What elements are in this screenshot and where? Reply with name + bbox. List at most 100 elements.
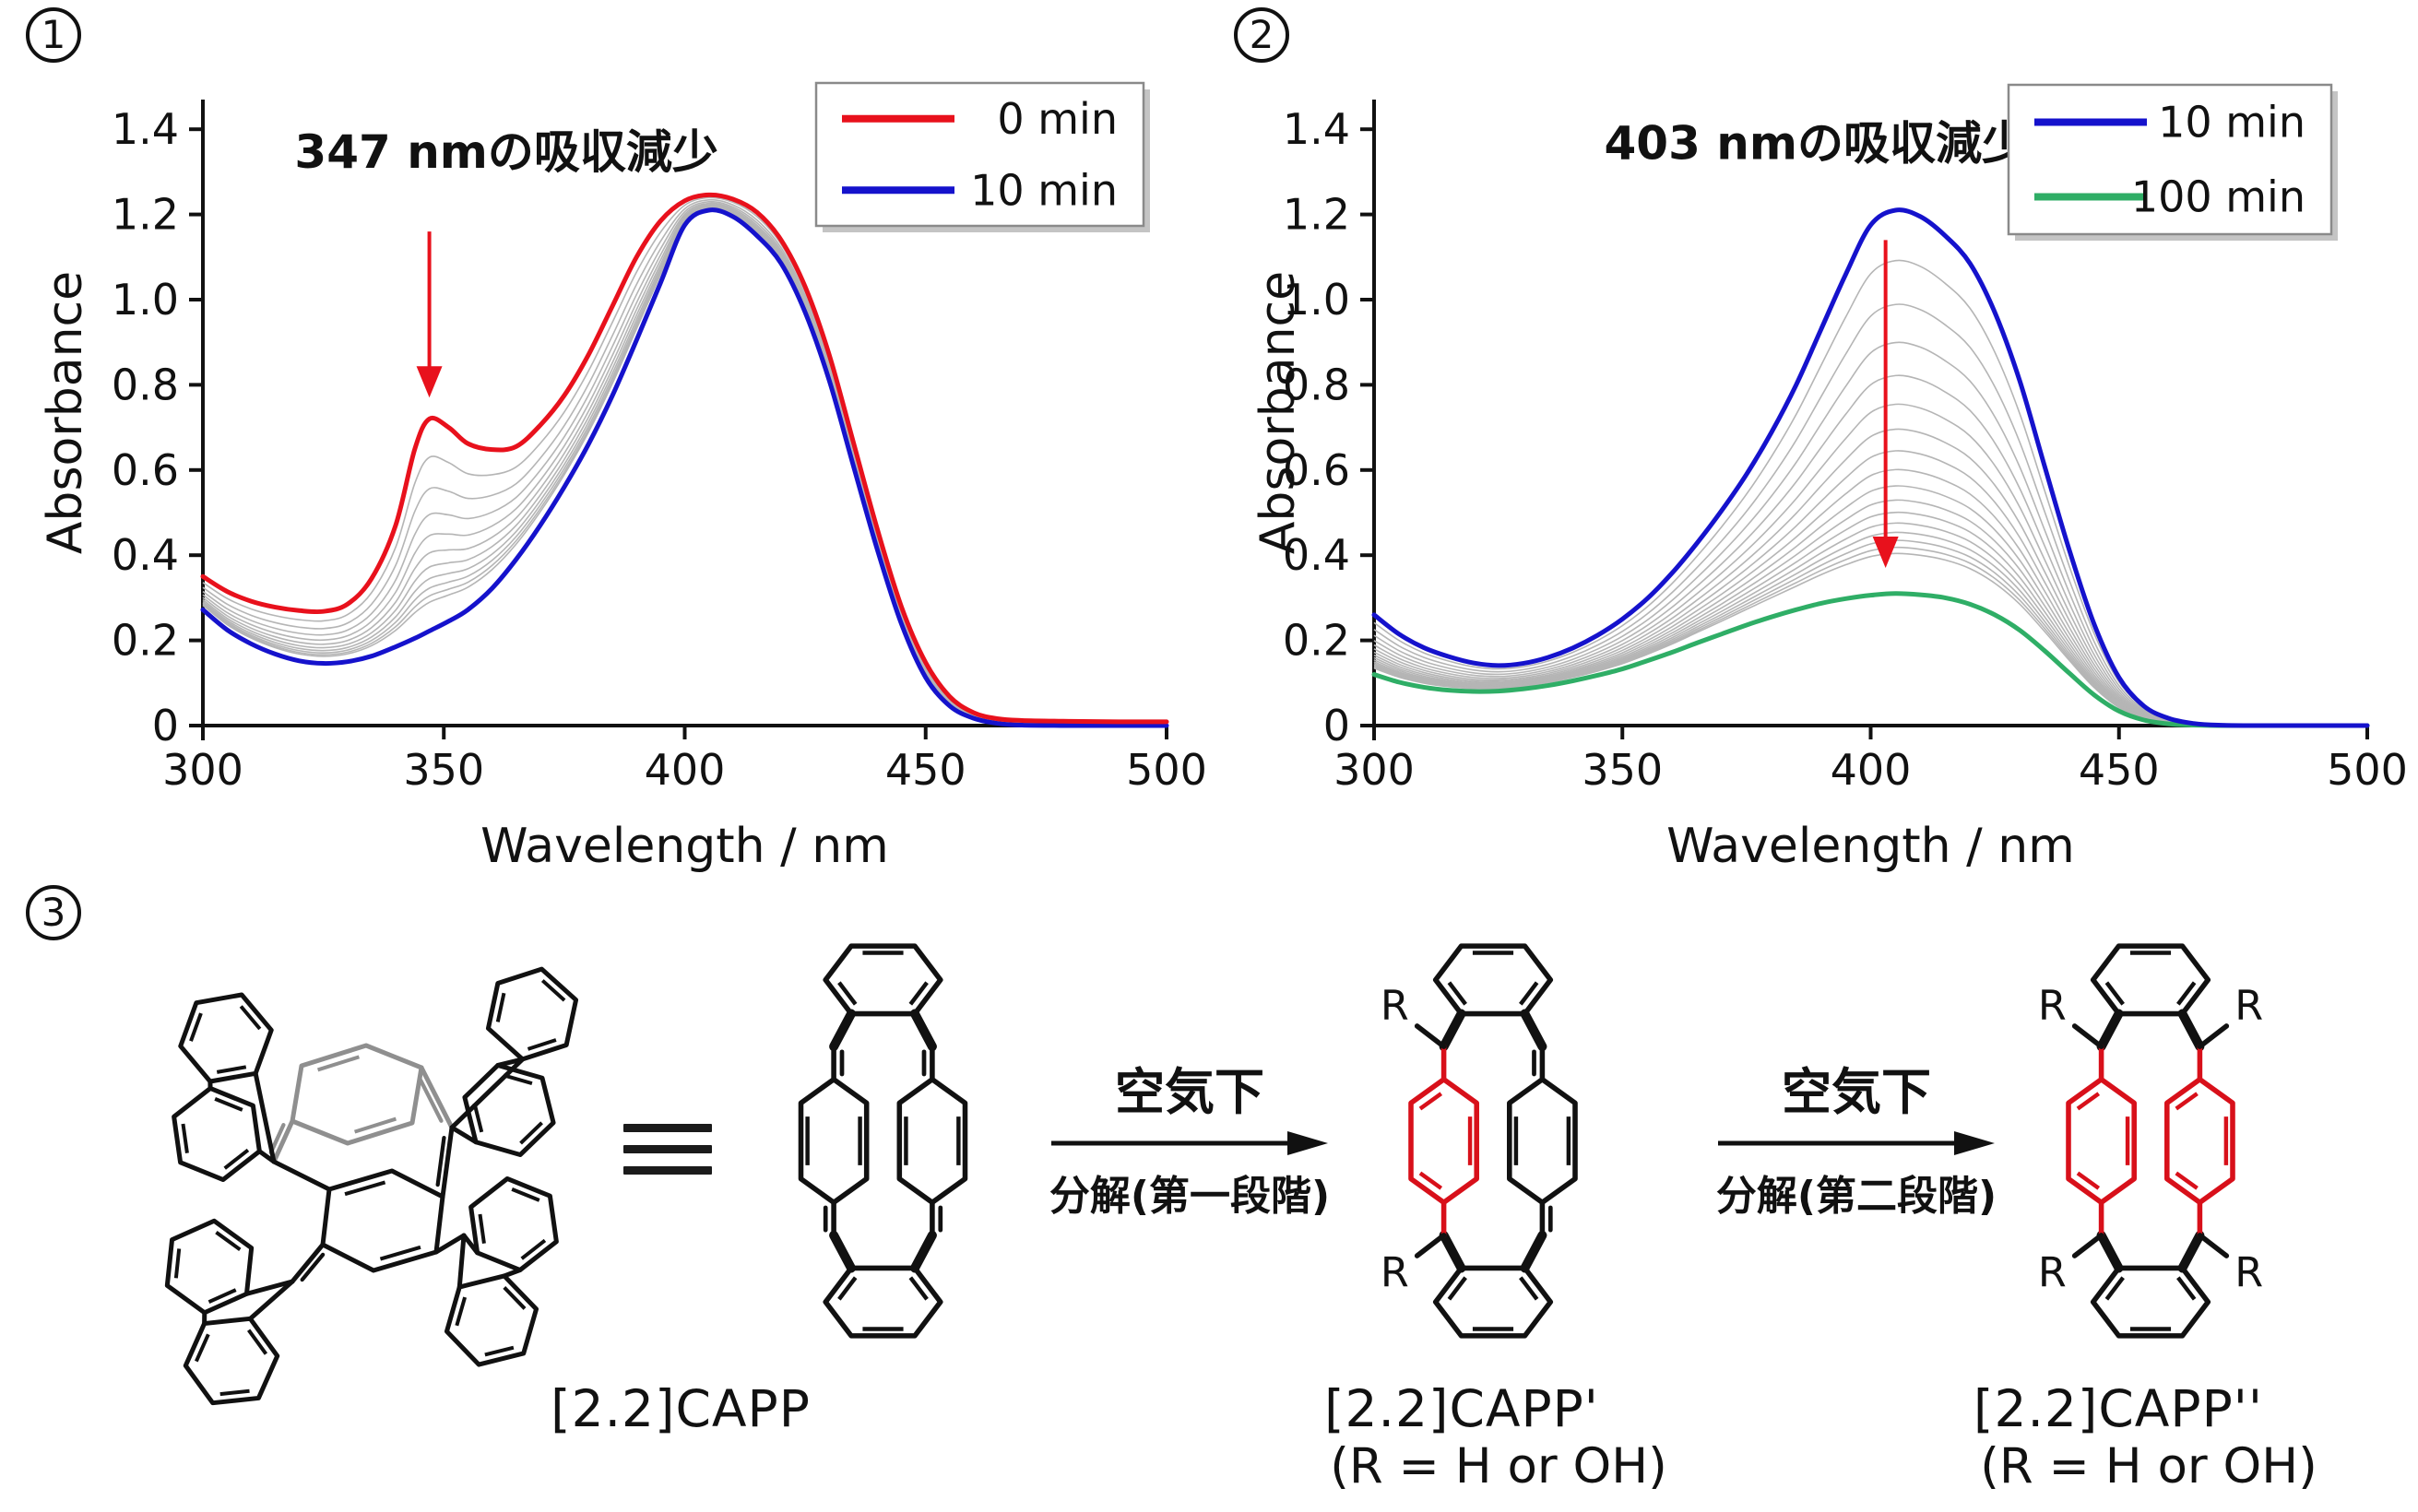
double-bond-inner — [837, 981, 858, 1006]
double-bond-inner — [207, 1288, 237, 1304]
axes: 300 350 400 450 500 0 0.2 0.4 0.6 0.8 1.0 1.2 1.4 — [1283, 100, 2408, 795]
double-bond-inner — [495, 992, 506, 1022]
x-tick-label: 400 — [645, 745, 726, 795]
legend: 10 min 100 min — [2007, 83, 2338, 241]
bond — [256, 1149, 277, 1164]
reaction-arrow-1: 空気下 分解(第一段階) — [1033, 1051, 1346, 1222]
panel-1-number: 1 — [41, 12, 66, 57]
ring — [1432, 943, 1554, 1017]
double-bond-inner — [2076, 1171, 2101, 1190]
legend-label: 10 min — [2158, 98, 2305, 148]
ring — [183, 1316, 280, 1406]
double-bond-inner — [354, 1116, 397, 1134]
ring — [172, 1085, 262, 1183]
double-bond-inner — [2175, 1092, 2199, 1111]
ring — [2164, 1076, 2235, 1206]
double-bond-inner — [511, 1187, 540, 1202]
r-substituent-label: R — [2234, 983, 2263, 1030]
scan-curve — [1373, 341, 2367, 726]
panel-3-badge: 3 — [26, 885, 81, 940]
y-tick-label: 1.0 — [1283, 275, 1350, 325]
scan-curve — [1373, 499, 2367, 726]
legend-label: 100 min — [2131, 172, 2305, 222]
y-tick-label: 0 — [1323, 701, 1350, 750]
scan-curve — [202, 200, 1168, 725]
bond — [1439, 1230, 1466, 1273]
y-tick-label: 0.4 — [112, 530, 179, 580]
scan-curve — [1373, 522, 2367, 726]
reaction-arrow-2: 空気下 分解(第二段階) — [1700, 1051, 2013, 1222]
double-bond-inner — [173, 1248, 182, 1279]
double-bond-inner — [540, 979, 566, 1002]
double-bond-inner — [519, 1121, 543, 1145]
reaction-1-step: 分解(第一段階) — [1049, 1173, 1331, 1220]
x-tick-label: 300 — [1333, 745, 1415, 795]
bond — [829, 1009, 857, 1052]
ring — [2090, 1265, 2211, 1339]
double-bond-inner — [472, 1103, 484, 1133]
double-bond-inner — [239, 1005, 262, 1031]
double-bond-inner — [2104, 1276, 2125, 1301]
bond — [440, 1125, 455, 1199]
bond — [2177, 1230, 2205, 1273]
scan-curve — [1373, 531, 2367, 726]
double-bond-inner — [503, 1286, 527, 1310]
x-axis-label: Wavelength / nm — [480, 819, 889, 874]
gray-scan-curves — [202, 196, 1168, 726]
double-bond-inner — [1519, 1276, 1539, 1301]
uvvis-chart-1: 300 350 400 450 500 0 0.2 0.4 0.6 0.8 1.0 1.2 1.4 Abs… — [38, 81, 1207, 874]
double-bond-inner — [1447, 981, 1467, 1006]
double-bond-inner — [181, 1123, 189, 1153]
bond — [909, 1230, 937, 1273]
scan-curve — [1373, 303, 2367, 726]
double-bond-inner — [219, 1388, 250, 1397]
x-tick-label: 350 — [1582, 745, 1663, 795]
bond — [418, 1078, 444, 1123]
compound-label-capp: [2.2]CAPP — [551, 1379, 811, 1438]
bond — [435, 1135, 446, 1187]
series-0-min — [200, 192, 1169, 725]
y-tick-label: 0.6 — [1283, 445, 1350, 495]
series-10-min — [1371, 207, 2370, 728]
double-bond-inner — [2176, 981, 2197, 1006]
bond — [1520, 1230, 1547, 1273]
double-bond-inner — [478, 1213, 486, 1244]
r-substituent-label: R — [1381, 983, 1409, 1030]
y-axis-label: Absorbance — [38, 271, 93, 554]
bond — [2197, 1023, 2230, 1049]
annotation: 347 nmの吸収減少 — [294, 125, 718, 398]
ring — [320, 1168, 445, 1273]
y-axis-label: Absorbance — [1250, 271, 1306, 554]
scan-curve — [202, 205, 1168, 726]
y-tick-label: 0.6 — [112, 445, 179, 495]
ring — [164, 1218, 255, 1316]
equivalence-icon — [623, 1124, 712, 1187]
ring — [462, 1062, 556, 1158]
compound-label-capp-prime: [2.2]CAPP' — [1324, 1379, 1599, 1438]
scan-curve — [1373, 259, 2367, 726]
bond — [449, 1057, 526, 1130]
series-10-min — [200, 207, 1169, 728]
legend: 0 min 10 min — [814, 81, 1150, 232]
capp-prime-structure: RR — [1381, 943, 1578, 1339]
scan-curve — [1373, 539, 2367, 726]
bond — [461, 1233, 480, 1256]
scan-curve — [202, 202, 1168, 725]
x-tick-label: 450 — [885, 745, 966, 795]
capp-flat-structure — [798, 943, 968, 1339]
panel-2-number: 2 — [1249, 12, 1274, 57]
x-axis-label: Wavelength / nm — [1666, 819, 2075, 874]
x-tick-label: 500 — [2327, 745, 2408, 795]
bond — [456, 1233, 467, 1290]
annotation: 403 nmの吸収減少 — [1605, 117, 2028, 569]
legend-label: 10 min — [970, 165, 1118, 215]
y-tick-label: 0.2 — [112, 616, 179, 666]
panel-3-number: 3 — [41, 890, 66, 935]
double-bond-inner — [527, 1038, 557, 1051]
ring — [1408, 1076, 1479, 1206]
bond — [2096, 1230, 2124, 1273]
legend-box — [814, 81, 1145, 228]
reaction-2-step: 分解(第二段階) — [1715, 1173, 1997, 1220]
bond — [271, 1118, 295, 1164]
